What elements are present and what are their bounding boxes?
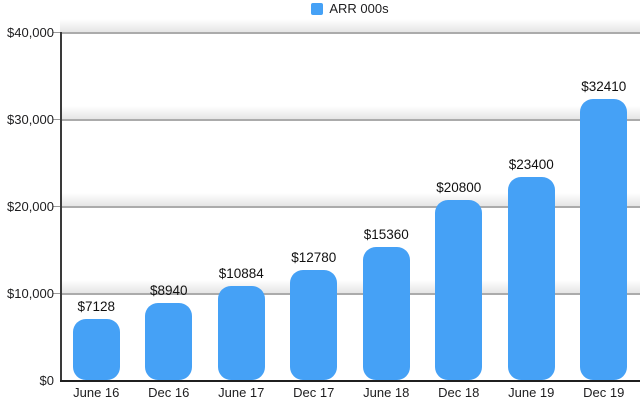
y-axis-line [60, 32, 62, 381]
bar-value-label: $15360 [363, 227, 409, 243]
bar-dec-18 [435, 200, 483, 380]
bar-value-label: $12780 [291, 249, 337, 265]
bar-dec-17 [290, 269, 338, 380]
x-axis-label: June 16 [73, 385, 120, 400]
bar-dec-16 [145, 303, 193, 380]
bar-value-label: $8940 [149, 283, 188, 299]
legend-label: ARR 000s [329, 1, 389, 16]
bar-value-label: $7128 [77, 298, 116, 314]
x-axis-label: June 18 [363, 385, 410, 400]
y-axis-label: $40,000 [7, 25, 54, 40]
x-axis-label: June 17 [218, 385, 265, 400]
y-axis-label: $30,000 [7, 112, 54, 127]
x-axis-label: Dec 19 [583, 385, 625, 400]
gridline [60, 193, 640, 208]
bar-june-16 [72, 318, 120, 380]
bar-value-label: $32410 [581, 79, 627, 95]
bar-value-label: $10884 [218, 266, 264, 282]
y-axis-tick [53, 293, 60, 294]
x-axis-line [60, 380, 640, 382]
bar-june-18 [362, 247, 410, 380]
x-axis-label: Dec 18 [438, 385, 480, 400]
bar-value-label: $23400 [508, 157, 554, 173]
y-axis-label: $10,000 [7, 286, 54, 301]
gridline [60, 19, 640, 34]
y-axis-tick [53, 119, 60, 120]
bar-june-17 [217, 286, 265, 380]
y-axis-tick [53, 32, 60, 33]
bar-value-label: $20800 [436, 180, 482, 196]
bar-dec-19 [580, 99, 628, 380]
x-axis-label: June 19 [508, 385, 555, 400]
y-axis-label: $20,000 [7, 199, 54, 214]
y-axis-label: $0 [39, 373, 54, 388]
x-axis-label: Dec 17 [293, 385, 335, 400]
bar-june-19 [507, 177, 555, 380]
gridline [60, 280, 640, 295]
y-axis-tick [53, 206, 60, 207]
gridline [60, 106, 640, 121]
x-axis-label: Dec 16 [148, 385, 190, 400]
legend-swatch-icon [311, 3, 324, 15]
legend: ARR 000s [60, 1, 640, 17]
